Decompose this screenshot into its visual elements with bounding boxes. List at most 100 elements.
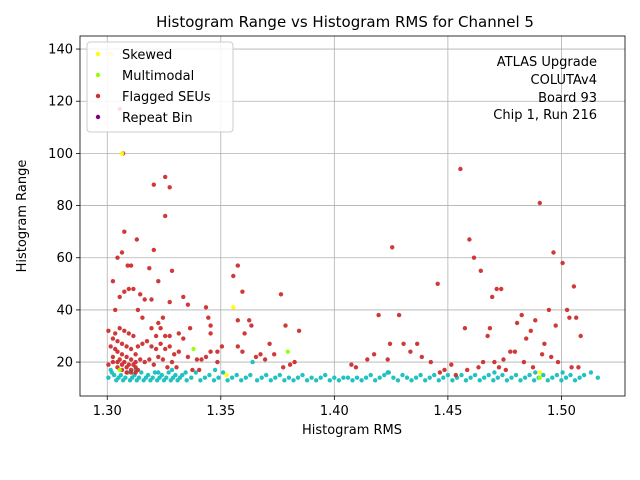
point-flagged-seus <box>208 331 213 336</box>
point-normal <box>513 372 519 378</box>
point-flagged-seus <box>128 346 134 352</box>
point-flagged-seus <box>546 307 552 313</box>
legend-marker-flagged-seus <box>95 93 101 99</box>
point-flagged-seus <box>553 323 558 328</box>
point-normal <box>111 372 117 378</box>
point-flagged-seus <box>415 341 420 346</box>
point-flagged-seus <box>113 346 118 352</box>
point-flagged-seus <box>480 359 486 365</box>
point-multimodal <box>191 346 196 352</box>
point-flagged-seus <box>349 362 354 367</box>
point-flagged-seus <box>501 357 506 362</box>
point-normal <box>472 372 478 378</box>
point-normal <box>291 378 296 383</box>
point-normal <box>385 370 390 375</box>
point-normal <box>108 367 113 373</box>
point-flagged-seus <box>115 255 120 260</box>
point-normal <box>500 372 505 378</box>
point-flagged-seus <box>549 354 554 360</box>
point-flagged-seus <box>124 354 129 360</box>
point-flagged-seus <box>124 344 129 349</box>
point-flagged-seus <box>169 359 175 365</box>
point-flagged-seus <box>167 299 172 305</box>
point-normal <box>441 375 446 380</box>
point-normal <box>166 370 171 375</box>
point-flagged-seus <box>119 352 125 357</box>
point-flagged-seus <box>165 365 170 370</box>
point-flagged-seus <box>117 326 122 331</box>
point-flagged-seus <box>142 297 147 302</box>
point-flagged-seus <box>528 328 533 333</box>
point-flagged-seus <box>569 365 574 370</box>
point-normal <box>295 375 301 380</box>
point-flagged-seus <box>144 339 150 344</box>
point-flagged-seus <box>287 362 293 367</box>
point-normal <box>581 372 587 378</box>
point-flagged-seus <box>396 312 402 318</box>
point-normal <box>373 378 378 383</box>
point-normal <box>277 372 282 378</box>
point-normal <box>183 370 188 375</box>
point-flagged-seus <box>110 279 116 284</box>
point-flagged-seus <box>231 273 236 279</box>
y-tick-label: 80 <box>56 199 73 214</box>
point-flagged-seus <box>106 328 111 333</box>
point-flagged-seus <box>158 326 163 331</box>
point-normal <box>309 375 314 380</box>
point-flagged-seus <box>142 359 147 365</box>
point-flagged-seus <box>387 341 393 346</box>
point-normal <box>327 378 332 383</box>
legend-label-skewed: Skewed <box>122 48 172 63</box>
point-flagged-seus <box>131 333 136 339</box>
point-normal <box>509 375 514 380</box>
point-flagged-seus <box>296 328 302 333</box>
point-flagged-seus <box>453 372 458 378</box>
y-tick-label: 140 <box>48 43 73 58</box>
point-flagged-seus <box>133 370 138 375</box>
point-flagged-seus <box>156 279 161 284</box>
point-flagged-seus <box>128 263 134 268</box>
point-flagged-seus <box>134 237 139 242</box>
point-flagged-seus <box>371 352 377 357</box>
point-normal <box>368 372 373 378</box>
point-normal <box>286 375 292 380</box>
point-normal <box>106 375 111 380</box>
point-normal <box>345 375 351 380</box>
point-flagged-seus <box>485 333 490 339</box>
point-flagged-seus <box>151 247 156 253</box>
point-normal <box>423 378 428 383</box>
point-flagged-seus <box>110 359 116 365</box>
point-normal <box>382 372 387 378</box>
point-flagged-seus <box>478 268 483 273</box>
point-normal <box>482 375 487 380</box>
point-flagged-seus <box>578 333 583 339</box>
point-normal <box>400 372 405 378</box>
point-flagged-seus <box>172 352 177 357</box>
point-flagged-seus <box>530 365 536 370</box>
point-normal <box>445 372 451 378</box>
point-flagged-seus <box>564 307 570 313</box>
y-tick-label: 20 <box>56 356 73 371</box>
point-normal <box>341 375 346 380</box>
point-flagged-seus <box>503 367 508 373</box>
point-normal <box>254 378 260 383</box>
point-normal <box>300 372 305 378</box>
point-skewed <box>231 305 236 310</box>
point-flagged-seus <box>126 362 131 367</box>
point-flagged-seus <box>249 323 254 328</box>
y-tick-label: 120 <box>48 95 73 110</box>
point-flagged-seus <box>235 318 240 323</box>
point-flagged-seus <box>160 357 166 362</box>
point-normal <box>243 375 248 380</box>
point-flagged-seus <box>131 362 136 367</box>
x-tick-label: 1.40 <box>320 404 349 419</box>
point-flagged-seus <box>122 359 127 365</box>
point-flagged-seus <box>185 354 191 360</box>
point-flagged-seus <box>119 341 125 346</box>
point-normal <box>595 375 600 380</box>
point-flagged-seus <box>419 354 424 360</box>
point-flagged-seus <box>442 367 447 373</box>
point-flagged-seus <box>537 200 542 206</box>
point-normal <box>164 375 169 380</box>
